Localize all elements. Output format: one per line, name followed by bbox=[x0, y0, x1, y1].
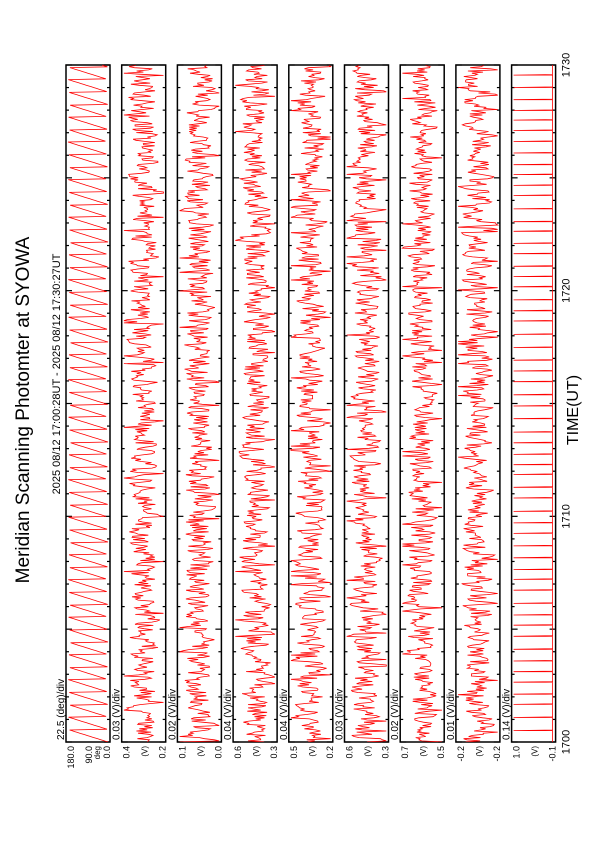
y-unit-label: (V) bbox=[364, 746, 373, 757]
chart-title: Meridian Scanning Photomter at SYOWA bbox=[13, 236, 34, 583]
y-tick-label: 1.0 bbox=[512, 746, 522, 759]
series-line bbox=[346, 65, 387, 742]
y-tick-label: 0.0 bbox=[102, 746, 112, 759]
y-unit-label: (V) bbox=[252, 746, 261, 757]
y-tick-label: 0.1 bbox=[177, 746, 187, 759]
time-range-label: 2025 08/12 17:00:28UT - 2025 08/12 17:30… bbox=[51, 253, 63, 494]
x-tick-label: 1710 bbox=[561, 504, 573, 528]
y-unit-label: (V) bbox=[419, 746, 428, 757]
y-tick-label: 0.2 bbox=[325, 746, 335, 759]
panel-scale-label: 0.01 (V)/div bbox=[446, 689, 457, 740]
x-tick-label: 1720 bbox=[561, 278, 573, 302]
panel-frame bbox=[510, 64, 557, 743]
y-unit-label: (V) bbox=[141, 746, 150, 757]
series-line bbox=[179, 65, 220, 742]
y-tick-label: 0.7 bbox=[400, 746, 410, 759]
x-tick-labels: 1700 1710 1720 1730 bbox=[561, 53, 573, 754]
y-tick-label: 0.5 bbox=[436, 746, 446, 759]
y-unit-label: (V) bbox=[475, 746, 484, 757]
series-line bbox=[235, 65, 276, 742]
y-tick-label: 0.2 bbox=[158, 746, 168, 759]
panel-4: 0.04 (V)/div 0.6 0.3 (V) bbox=[223, 64, 279, 759]
x-tick-label: 1730 bbox=[561, 53, 573, 77]
series-line bbox=[458, 65, 500, 742]
panel-scale-label: 0.03 (V)/div bbox=[112, 689, 123, 740]
panel-scale-label: 0.14 (V)/div bbox=[502, 689, 513, 740]
y-unit-label: (V) bbox=[308, 746, 317, 757]
y-tick-label: 0.6 bbox=[233, 746, 243, 759]
y-unit-label: (V) bbox=[196, 746, 205, 757]
panel-3: 0.02 (V)/div 0.1 0.0 (V) bbox=[167, 64, 223, 759]
panel-frame bbox=[176, 64, 223, 743]
y-tick-label: -0.1 bbox=[548, 746, 558, 762]
x-tick-label: 1700 bbox=[561, 730, 573, 754]
x-axis-label: TIME(UT) bbox=[565, 375, 582, 445]
y-unit-label: (V) bbox=[531, 746, 540, 757]
panels-group: 22.5 (deg)/div 180.0 0.0 90.0 deg 0.03 (V)/di… bbox=[56, 64, 558, 769]
panel-scale-label: 0.02 (V)/div bbox=[390, 689, 401, 740]
y-tick-label: 180.0 bbox=[66, 746, 76, 769]
panel-scale-label: 0.04 (V)/div bbox=[223, 689, 234, 740]
panel-scale-label: 0.04 (V)/div bbox=[279, 689, 290, 740]
series-line bbox=[67, 65, 109, 742]
y-tick-label: -0.2 bbox=[492, 746, 502, 762]
panel-6: 0.03 (V)/div 0.6 0.3 (V) bbox=[335, 64, 391, 759]
panel-5: 0.04 (V)/div 0.5 0.2 (V) bbox=[279, 64, 335, 759]
y-tick-label: 0.6 bbox=[345, 746, 355, 759]
series-line bbox=[290, 65, 332, 742]
panel-scale-label: 0.02 (V)/div bbox=[167, 689, 178, 740]
y-tick-label: 0.4 bbox=[122, 746, 132, 759]
y-tick-label: 0.5 bbox=[289, 746, 299, 759]
y-tick-label: -0.2 bbox=[456, 746, 466, 762]
panel-1: 22.5 (deg)/div 180.0 0.0 90.0 deg bbox=[56, 64, 112, 769]
y-tick-label: 0.0 bbox=[213, 746, 223, 759]
series-line bbox=[513, 65, 553, 742]
series-line bbox=[401, 65, 443, 742]
panel-2: 0.03 (V)/div 0.4 0.2 (V) bbox=[112, 64, 168, 759]
y-tick-label: 0.3 bbox=[269, 746, 279, 759]
panel-scale-label: 0.03 (V)/div bbox=[335, 689, 346, 740]
panel-7: 0.02 (V)/div 0.7 0.5 (V) bbox=[390, 64, 446, 759]
rotated-plot-group: Meridian Scanning Photomter at SYOWA 202… bbox=[13, 53, 582, 769]
y-tick-label: 90.0 bbox=[84, 746, 94, 764]
y-unit-label: deg bbox=[93, 746, 102, 759]
panel-9: 0.14 (V)/div 1.0 -0.1 (V) bbox=[502, 64, 558, 762]
series-line bbox=[123, 65, 164, 742]
panel-8: 0.01 (V)/div -0.2 -0.2 (V) bbox=[446, 64, 502, 762]
y-tick-label: 0.3 bbox=[381, 746, 391, 759]
panel-scale-label: 22.5 (deg)/div bbox=[56, 679, 67, 740]
